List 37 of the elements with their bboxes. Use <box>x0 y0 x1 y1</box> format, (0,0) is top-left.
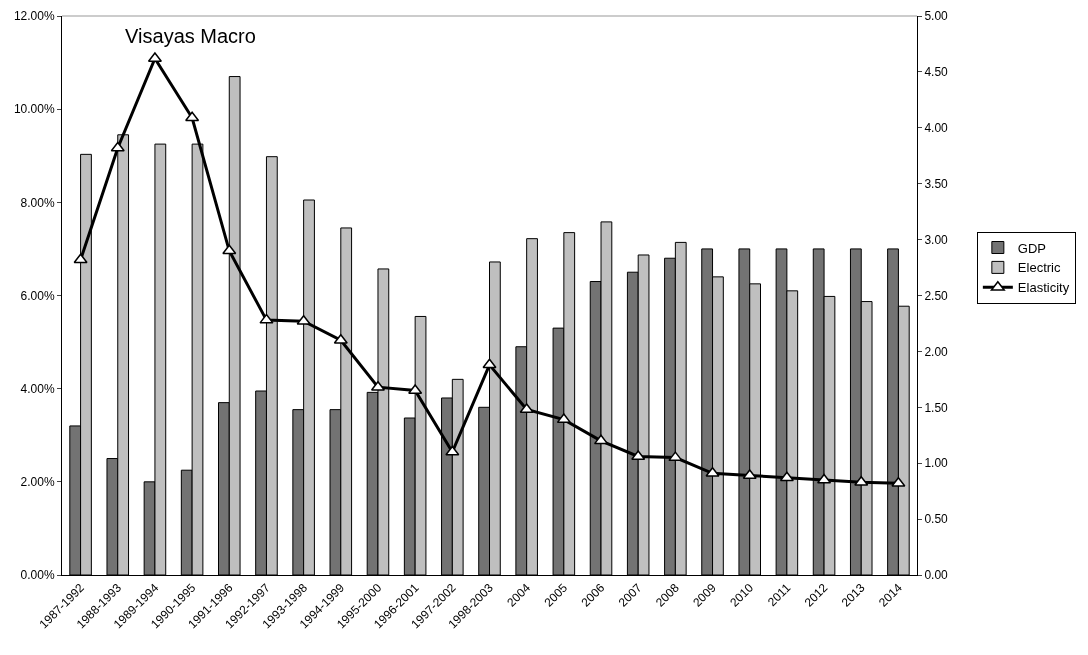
point <box>73 253 88 264</box>
y-tick-label: 12.00% <box>13 9 55 24</box>
y2-tick-label: 4.00 <box>924 121 949 135</box>
legend-label: Elasticity <box>1017 280 1070 296</box>
text: Visayas Macro <box>125 25 256 48</box>
y2-tick-label: 2.00 <box>924 344 949 359</box>
y-tick-label: 0.00% <box>20 568 55 583</box>
y2-tick-label: 1.00 <box>924 456 949 471</box>
y2-tick-label: 5.00 <box>924 9 949 24</box>
point <box>222 244 237 255</box>
y2-tick-label: 2.50 <box>924 288 949 303</box>
legend-label: Electric <box>1017 260 1061 276</box>
point <box>110 141 125 152</box>
point <box>408 384 423 395</box>
point <box>259 313 274 324</box>
y-tick-label: 8.00% <box>20 195 55 210</box>
point <box>556 413 571 424</box>
point <box>519 403 534 414</box>
point <box>668 451 683 462</box>
y2-tick-label: 4.50 <box>924 65 949 80</box>
point <box>854 475 869 486</box>
point <box>185 111 200 122</box>
y2-tick-label: 1.50 <box>924 400 949 415</box>
y2-tick-label: 3.00 <box>924 232 949 247</box>
y2-tick-label: 3.50 <box>924 176 949 191</box>
y-tick-label: 2.00% <box>20 475 55 490</box>
point <box>779 471 794 482</box>
y-tick-label: 6.00% <box>20 288 55 303</box>
point <box>296 314 311 325</box>
y2-tick-label: 0.50 <box>924 512 949 527</box>
y-tick-label: 4.00% <box>20 381 55 396</box>
point <box>333 333 348 344</box>
point <box>482 358 497 369</box>
point <box>445 445 460 456</box>
y-tick-label: 10.00% <box>13 102 55 117</box>
y2-tick-label: 0.00 <box>924 568 949 583</box>
legend-label: GDP <box>1017 240 1047 256</box>
